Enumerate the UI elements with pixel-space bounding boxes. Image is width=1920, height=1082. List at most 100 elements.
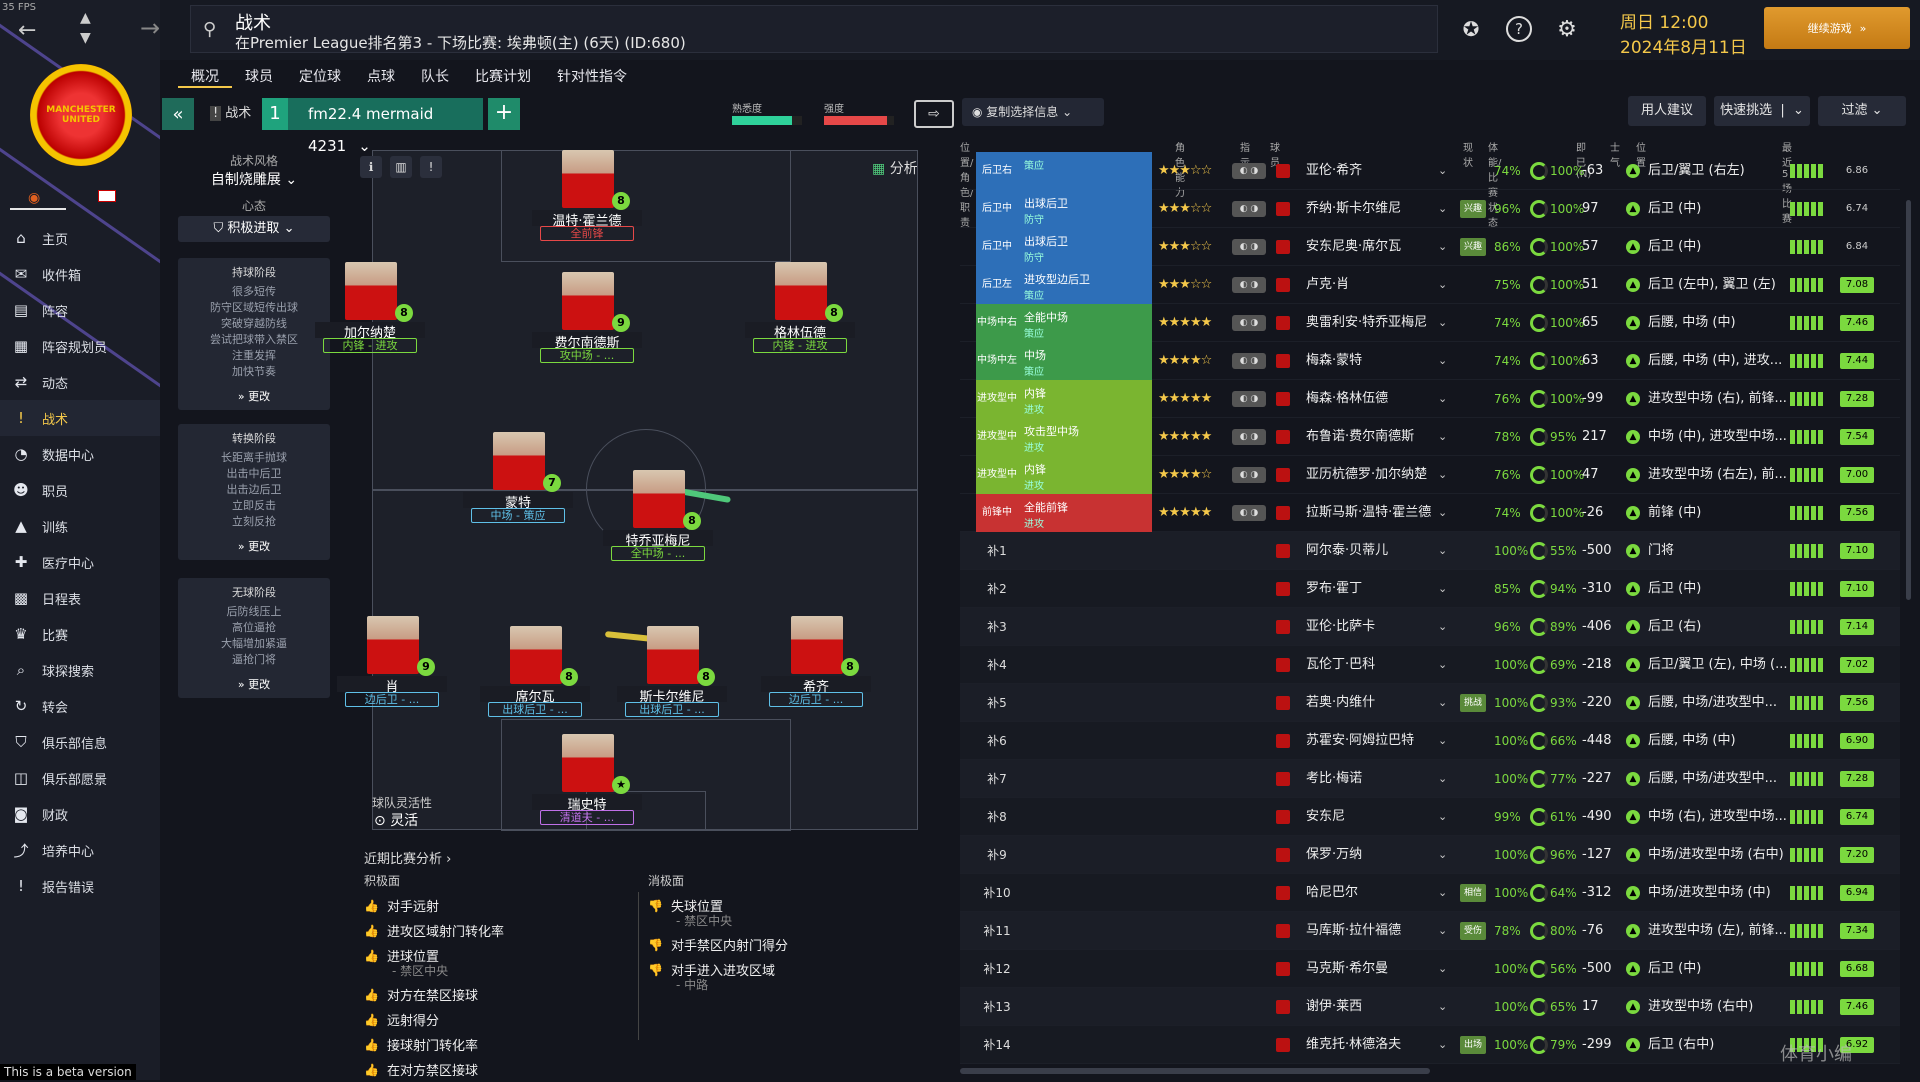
- chevron-down-icon[interactable]: ⌄: [1438, 684, 1447, 722]
- chevron-down-icon[interactable]: ⌄: [1438, 760, 1447, 798]
- chevron-up-icon[interactable]: ▲: [80, 10, 91, 26]
- table-row[interactable]: 中场中左中场策应★★★★☆◐ ◑梅森·蒙特⌄74%100%63▲后腰, 中场 (…: [960, 342, 1900, 380]
- player-name[interactable]: 梅森·格林伍德: [1306, 380, 1388, 418]
- instruction-toggle[interactable]: ◐ ◑: [1232, 315, 1266, 331]
- instruction-toggle[interactable]: ◐ ◑: [1232, 353, 1266, 369]
- club-badge-icon[interactable]: ◉: [28, 190, 40, 206]
- row-role-dropdown[interactable]: 内锋进攻: [1018, 456, 1152, 494]
- player-role-dropdown[interactable]: 全中场 - ...: [611, 546, 705, 561]
- help-icon[interactable]: ?: [1506, 16, 1532, 42]
- chevron-down-icon[interactable]: ▼: [80, 30, 91, 46]
- instruction-toggle[interactable]: ◐ ◑: [1232, 163, 1266, 179]
- player-role-dropdown[interactable]: 攻中场 - ...: [540, 348, 634, 363]
- sidebar-item[interactable]: ⌕球探搜索: [0, 652, 160, 688]
- filter-button[interactable]: 过滤 ⌄: [1818, 96, 1906, 126]
- table-row[interactable]: 进攻型中场左内锋进攻★★★★☆◐ ◑亚历杭德罗·加尔纳楚⌄76%100%47▲进…: [960, 456, 1900, 494]
- player-name[interactable]: 维克托·林德洛夫: [1306, 1026, 1401, 1064]
- tab-item[interactable]: 点球: [354, 66, 408, 88]
- recent-analysis-link[interactable]: 近期比赛分析 ›: [364, 848, 451, 867]
- club-crest[interactable]: MANCHESTER UNITED: [30, 64, 132, 166]
- chevron-down-icon[interactable]: ⌄: [1438, 646, 1447, 684]
- row-role-dropdown[interactable]: 内锋进攻: [1018, 380, 1152, 418]
- mentality-dropdown[interactable]: ⛉ 积极进取 ⌄: [178, 216, 330, 242]
- player-name[interactable]: 乔纳·斯卡尔维尼: [1306, 190, 1401, 228]
- pitch-player-card[interactable]: ★瑞史特清道夫 - ...: [532, 734, 642, 828]
- table-row[interactable]: 后卫左进攻型边后卫策应★★★☆☆◐ ◑卢克·肖⌄75%100%51▲后卫 (左中…: [960, 266, 1900, 304]
- chevron-down-icon[interactable]: ⌄: [1438, 950, 1447, 988]
- sidebar-item[interactable]: !报告错误: [0, 868, 160, 904]
- chevron-down-icon[interactable]: ⌄: [1438, 152, 1447, 190]
- chevron-down-icon[interactable]: ⌄: [1438, 722, 1447, 760]
- selection-advice-button[interactable]: 用人建议: [1628, 96, 1706, 126]
- continue-button[interactable]: 继续游戏»: [1764, 7, 1910, 49]
- sidebar-item[interactable]: ⌂主页: [0, 220, 160, 256]
- horizontal-scrollbar[interactable]: [960, 1068, 1430, 1074]
- chevron-down-icon[interactable]: ⌄: [1438, 304, 1447, 342]
- row-role-dropdown[interactable]: 进攻型边后卫策应: [1018, 266, 1152, 304]
- tab-item[interactable]: 定位球: [286, 66, 354, 88]
- table-row[interactable]: 前锋中全能前锋进攻★★★★★◐ ◑拉斯马斯·温特·霍兰德⌄74%100%-26▲…: [960, 494, 1900, 532]
- instruction-toggle[interactable]: ◐ ◑: [1232, 505, 1266, 521]
- row-role-dropdown[interactable]: 全能前锋进攻: [1018, 494, 1152, 532]
- row-role-dropdown[interactable]: 中场策应: [1018, 342, 1152, 380]
- instruction-toggle[interactable]: ◐ ◑: [1232, 201, 1266, 217]
- player-role-dropdown[interactable]: 出球后卫 - ...: [625, 702, 719, 717]
- sidebar-item[interactable]: ☻职员: [0, 472, 160, 508]
- vertical-scrollbar[interactable]: [1906, 200, 1911, 600]
- player-name[interactable]: 马克斯·希尔曼: [1306, 950, 1388, 988]
- sidebar-item[interactable]: ◔数据中心: [0, 436, 160, 472]
- chevron-down-icon[interactable]: ⌄: [1438, 874, 1447, 912]
- sidebar-item[interactable]: ⛉俱乐部信息: [0, 724, 160, 760]
- chevron-down-icon[interactable]: ⌄: [1438, 228, 1447, 266]
- row-role-dropdown[interactable]: 出球后卫防守: [1018, 228, 1152, 266]
- player-name[interactable]: 梅森·蒙特: [1306, 342, 1362, 380]
- player-role-dropdown[interactable]: 内锋 - 进攻: [753, 338, 847, 353]
- instruction-toggle[interactable]: ◐ ◑: [1232, 239, 1266, 255]
- player-name[interactable]: 亚伦·比萨卡: [1306, 608, 1375, 646]
- player-role-dropdown[interactable]: 内锋 - 进攻: [323, 338, 417, 353]
- player-name[interactable]: 卢克·肖: [1306, 266, 1349, 304]
- tactic-toggle-icon[interactable]: !: [420, 156, 442, 178]
- award-icon[interactable]: ✪: [1458, 16, 1484, 42]
- player-name[interactable]: 马库斯·拉什福德: [1306, 912, 1401, 950]
- row-role-dropdown[interactable]: 出球后卫防守: [1018, 190, 1152, 228]
- chevron-down-icon[interactable]: ⌄: [1438, 418, 1447, 456]
- player-role-dropdown[interactable]: 中场 - 策应: [471, 508, 565, 523]
- player-name[interactable]: 苏霍安·阿姆拉巴特: [1306, 722, 1414, 760]
- chevron-down-icon[interactable]: ⌄: [1438, 570, 1447, 608]
- tab-item[interactable]: 针对性指令: [544, 66, 640, 88]
- player-name[interactable]: 安东尼奥·席尔瓦: [1306, 228, 1401, 266]
- sidebar-item[interactable]: ⇄动态: [0, 364, 160, 400]
- collapse-panel-button[interactable]: «: [162, 98, 194, 130]
- chevron-down-icon[interactable]: ⌄: [1438, 988, 1447, 1026]
- tab-item[interactable]: 队长: [408, 66, 462, 88]
- player-name[interactable]: 阿尔泰·贝蒂儿: [1306, 532, 1388, 570]
- chevron-down-icon[interactable]: ⌄: [1438, 266, 1447, 304]
- chevron-down-icon[interactable]: ⌄: [1438, 836, 1447, 874]
- player-name[interactable]: 亚伦·希齐: [1306, 152, 1362, 190]
- sidebar-item[interactable]: ♛比赛: [0, 616, 160, 652]
- analysis-button[interactable]: ▦ 分析: [872, 158, 918, 178]
- chevron-down-icon[interactable]: ⌄: [1438, 912, 1447, 950]
- player-role-dropdown[interactable]: 清道夫 - ...: [540, 810, 634, 825]
- quick-pick-button[interactable]: 快速挑选 | ⌄: [1714, 96, 1810, 126]
- tactic-name-dropdown[interactable]: fm22.4 mermaid 4231⌄: [288, 98, 483, 130]
- table-row[interactable]: 后卫右策应★★★☆☆◐ ◑亚伦·希齐⌄74%100%-63▲后卫/翼卫 (右左)…: [960, 152, 1900, 190]
- tab-item[interactable]: 概况: [178, 66, 232, 88]
- player-name[interactable]: 谢伊·莱西: [1306, 988, 1362, 1026]
